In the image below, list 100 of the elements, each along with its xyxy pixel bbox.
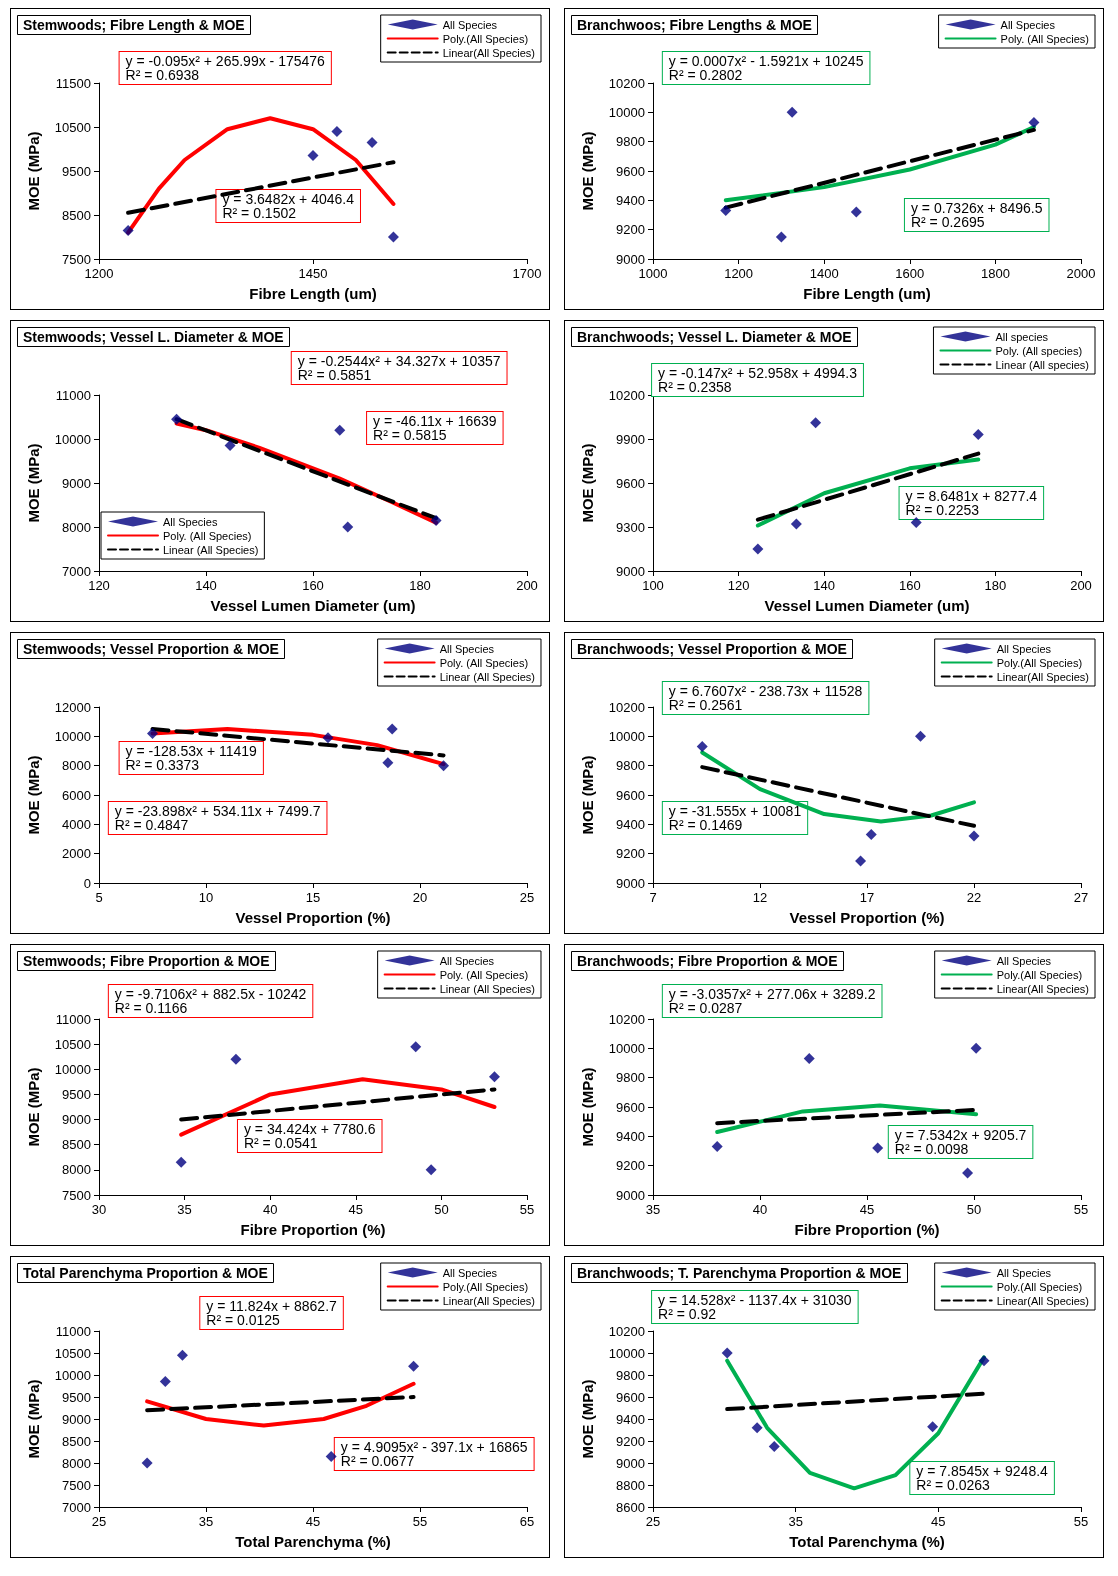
point bbox=[386, 723, 398, 735]
x-tick-label: 55 bbox=[519, 1202, 535, 1217]
x-tick-label: 140 bbox=[195, 578, 217, 593]
y-tick-label: 9000 bbox=[616, 251, 645, 267]
legend-label: Poly.(All Species) bbox=[996, 1280, 1083, 1293]
text: y = 11.824x + 8862.7 R² = 0.0125 bbox=[206, 1298, 338, 1328]
y-tick-label: 11000 bbox=[55, 1011, 91, 1027]
legend-label: All Species bbox=[442, 1266, 498, 1279]
legend-label: Linear (All Species) bbox=[439, 670, 535, 683]
y-tick-label: 8000 bbox=[62, 519, 91, 535]
text: y = -3.0357x² + 277.06x + 3289.2 R² = 0.0287 bbox=[668, 986, 876, 1016]
legend-label: Poly. (All Species) bbox=[1000, 32, 1089, 45]
annotation: y = 0.7326x + 8496.5 R² = 0.2695 bbox=[910, 200, 1043, 230]
y-axis-title: MOE (MPa) bbox=[25, 1379, 42, 1459]
y-tick-label: 10200 bbox=[608, 75, 645, 91]
point bbox=[970, 1042, 982, 1054]
x-axis-title: Fibre Length (um) bbox=[249, 285, 377, 302]
point bbox=[438, 760, 450, 772]
x-tick-label: 35 bbox=[198, 1514, 214, 1529]
y-tick-label: 9800 bbox=[616, 1070, 645, 1086]
point bbox=[865, 829, 877, 841]
y-tick-label: 8000 bbox=[62, 1162, 91, 1178]
y-tick-label: 10200 bbox=[608, 1011, 645, 1027]
point bbox=[331, 125, 343, 137]
x-tick-label: 20 bbox=[412, 890, 428, 905]
point bbox=[171, 413, 183, 425]
y-tick-label: 9500 bbox=[62, 163, 91, 179]
legend-label: Linear (All species) bbox=[995, 358, 1090, 371]
y-tick-label: 10000 bbox=[54, 1367, 91, 1383]
y-tick-label: 9200 bbox=[616, 1433, 645, 1449]
point bbox=[175, 1156, 187, 1168]
x-tick-label: 35 bbox=[645, 1202, 661, 1217]
y-tick-label: 10000 bbox=[608, 728, 645, 744]
text: y = -0.2544x² + 34.327x + 10357 R² = 0.5851 bbox=[297, 353, 501, 383]
y-tick-label: 8800 bbox=[616, 1477, 645, 1493]
legend-label: All Species bbox=[996, 642, 1052, 655]
y-tick-label: 10500 bbox=[54, 1036, 91, 1052]
point bbox=[307, 150, 319, 162]
annotation: y = 8.6481x + 8277.4 R² = 0.2253 bbox=[905, 488, 1038, 518]
text: y = 14.528x² - 1137.4x + 31030 R² = 0.92 bbox=[658, 1292, 852, 1322]
x-tick-label: 200 bbox=[516, 578, 538, 593]
point bbox=[176, 1349, 188, 1361]
annotation: y = 34.424x + 7780.6 R² = 0.0541 bbox=[243, 1121, 376, 1151]
y-tick-label: 9000 bbox=[616, 1455, 645, 1471]
point bbox=[334, 424, 346, 436]
point bbox=[122, 224, 134, 236]
y-tick-label: 9200 bbox=[616, 846, 645, 862]
y-tick-label: 10000 bbox=[608, 104, 645, 120]
point bbox=[387, 231, 399, 243]
y-tick-label: 9900 bbox=[616, 431, 645, 447]
point bbox=[775, 231, 787, 243]
x-tick-label: 45 bbox=[305, 1514, 321, 1529]
y-tick-label: 10500 bbox=[54, 1345, 91, 1361]
x-tick-label: 65 bbox=[519, 1514, 535, 1529]
chart-title: Branchwoos; Fibre Lengths & MOE bbox=[577, 17, 812, 33]
y-tick-label: 9000 bbox=[62, 475, 91, 491]
x-axis-title: Vessel Proportion (%) bbox=[235, 909, 391, 926]
y-tick-label: 9800 bbox=[616, 758, 645, 774]
text: y = -9.7106x² + 882.5x - 10242 R² = 0.1166 bbox=[114, 986, 307, 1016]
y-tick-label: 9400 bbox=[616, 192, 645, 208]
x-tick-label: 1700 bbox=[512, 266, 542, 281]
chart-title: Stemwoods; Vessel Proportion & MOE bbox=[23, 641, 279, 657]
line-series bbox=[145, 1381, 416, 1428]
y-tick-label: 8500 bbox=[62, 1433, 91, 1449]
legend-label: All Species bbox=[163, 515, 218, 528]
y-tick-label: 8000 bbox=[62, 758, 91, 774]
x-tick-label: 55 bbox=[1073, 1202, 1089, 1217]
point bbox=[786, 106, 798, 118]
x-tick-label: 200 bbox=[1070, 578, 1092, 593]
y-tick-label: 9600 bbox=[616, 787, 645, 803]
y-tick-label: 9000 bbox=[616, 563, 645, 579]
point bbox=[720, 205, 732, 217]
x-tick-label: 160 bbox=[898, 578, 921, 593]
x-tick-label: 25 bbox=[519, 890, 535, 905]
y-tick-label: 10200 bbox=[608, 699, 645, 715]
y-tick-label: 7500 bbox=[62, 251, 91, 267]
x-tick-label: 55 bbox=[412, 1514, 428, 1529]
x-tick-label: 1200 bbox=[724, 266, 754, 281]
annotation: y = 7.5342x + 9205.7 R² = 0.0098 bbox=[894, 1127, 1027, 1157]
point bbox=[915, 730, 926, 742]
x-tick-label: 25 bbox=[645, 1514, 661, 1529]
point bbox=[968, 830, 980, 842]
legend-label: Poly.(All Species) bbox=[442, 32, 529, 45]
y-tick-label: 10200 bbox=[608, 1323, 645, 1339]
legend-label: Linear(All Species) bbox=[442, 1294, 536, 1307]
annotation: y = 3.6482x + 4046.4 R² = 0.1502 bbox=[222, 191, 355, 221]
x-tick-label: 10 bbox=[198, 890, 214, 905]
y-tick-label: 8600 bbox=[616, 1499, 645, 1515]
point bbox=[803, 1053, 815, 1065]
y-tick-label: 7000 bbox=[62, 563, 91, 579]
chart-title: Branchwoods; Vessel L. Diameter & MOE bbox=[577, 329, 852, 345]
y-tick-label: 9000 bbox=[62, 1112, 91, 1128]
y-tick-label: 9500 bbox=[62, 1086, 91, 1102]
y-tick-label: 10000 bbox=[54, 431, 91, 447]
y-tick-label: 9600 bbox=[616, 475, 645, 491]
y-axis-title: MOE (MPa) bbox=[579, 1379, 596, 1459]
x-tick-label: 180 bbox=[984, 578, 1007, 593]
point bbox=[322, 732, 334, 744]
legend-label: All Species bbox=[442, 18, 498, 31]
point bbox=[696, 741, 708, 753]
